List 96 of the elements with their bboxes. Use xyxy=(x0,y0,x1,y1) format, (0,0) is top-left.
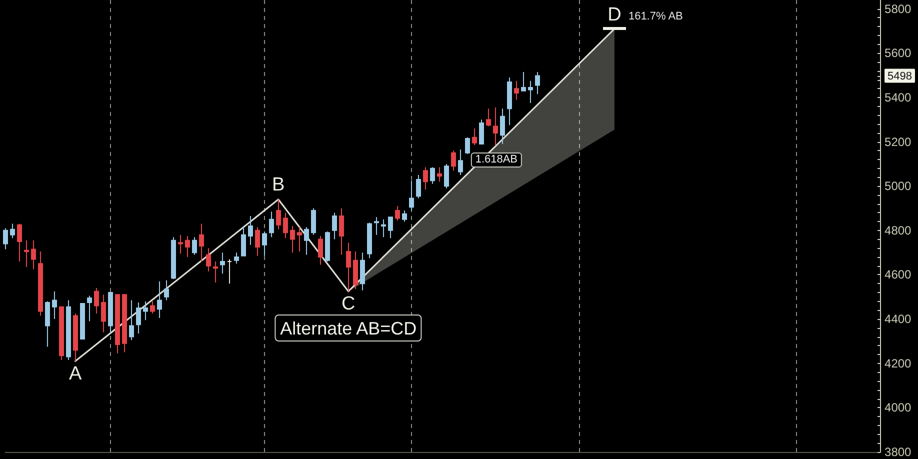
candlestick xyxy=(290,226,295,254)
y-tick-label: 5498 xyxy=(888,70,912,82)
candlestick xyxy=(227,258,232,284)
annotation: A xyxy=(68,364,82,385)
candlestick xyxy=(325,231,330,262)
y-tick-label: 4000 xyxy=(884,400,912,415)
candlestick xyxy=(276,198,281,230)
candlestick xyxy=(458,149,463,176)
candlestick xyxy=(465,136,470,154)
annotation: B xyxy=(272,174,285,196)
candlestick xyxy=(381,218,386,238)
candlestick xyxy=(192,236,197,256)
candlestick xyxy=(31,240,36,270)
candlestick xyxy=(283,212,288,239)
candlestick xyxy=(241,226,246,256)
candlestick xyxy=(402,210,407,222)
candlestick xyxy=(52,290,57,320)
candlestick xyxy=(101,294,106,333)
candlestick xyxy=(115,294,120,354)
candlestick xyxy=(479,119,484,145)
candlestick xyxy=(493,106,498,146)
candlestick xyxy=(10,223,15,239)
candlestick xyxy=(304,226,309,256)
candlestick xyxy=(220,252,225,274)
candlestick xyxy=(269,211,274,238)
y-tick-label: 4600 xyxy=(884,268,912,282)
candlestick xyxy=(535,72,540,95)
y-tick-label: 5400 xyxy=(884,90,912,104)
candlestick xyxy=(360,252,365,291)
candlestick xyxy=(213,260,218,283)
candlestick xyxy=(178,234,183,254)
candlestick xyxy=(423,166,428,190)
candlestick xyxy=(255,226,260,256)
candlestick xyxy=(332,212,337,240)
candlestick xyxy=(521,72,526,92)
candlestick xyxy=(409,180,414,211)
candlestick xyxy=(150,300,155,314)
candlestick xyxy=(500,108,505,145)
candlestick xyxy=(122,294,127,353)
candlestick xyxy=(17,223,22,262)
candlestick xyxy=(472,128,477,146)
annotation: Alternate AB=CD xyxy=(275,314,422,342)
candlestick xyxy=(507,77,512,126)
annotation: C xyxy=(342,294,356,315)
candlestick xyxy=(94,288,99,314)
candlestick xyxy=(199,223,204,262)
candlestick xyxy=(388,216,393,239)
candlestick xyxy=(3,228,8,250)
candlestick xyxy=(143,300,148,321)
y-tick-label: 4400 xyxy=(884,312,912,326)
candlestick xyxy=(311,208,316,236)
candlestick xyxy=(318,235,323,266)
candlestick xyxy=(24,240,29,268)
y-tick-label: 4800 xyxy=(884,223,912,238)
y-tick-label: 5800 xyxy=(884,2,912,16)
candlestick xyxy=(339,208,344,256)
candlestick xyxy=(514,80,519,100)
candlestick xyxy=(262,231,267,256)
y-tick-label: 5000 xyxy=(884,179,912,194)
candlestick xyxy=(444,163,449,189)
candlestick xyxy=(374,216,379,236)
candlestick xyxy=(206,248,211,272)
candlestick xyxy=(164,280,169,301)
candlestick xyxy=(108,292,113,334)
y-tick-label: 5200 xyxy=(884,134,912,149)
candlestick xyxy=(234,252,239,264)
candlestick xyxy=(486,108,491,127)
candlestick xyxy=(185,235,190,258)
y-tick-label: 4200 xyxy=(884,356,912,370)
annotation: 161.7% AB xyxy=(628,10,683,22)
candlestick xyxy=(430,166,435,184)
candlestick xyxy=(38,250,43,316)
candlestick xyxy=(248,216,253,246)
candlestick xyxy=(66,300,71,361)
y-tick-label: 5600 xyxy=(884,46,912,60)
candlestick xyxy=(353,250,358,290)
candlestick xyxy=(297,226,302,252)
candlestick xyxy=(451,150,456,172)
candlestick xyxy=(367,222,372,259)
candlestick xyxy=(395,206,400,221)
candlestick xyxy=(136,302,141,334)
candlestick xyxy=(73,313,78,362)
annotation: D xyxy=(608,4,622,26)
candlestick xyxy=(59,306,64,361)
candlestick xyxy=(346,242,351,292)
candlestick xyxy=(129,300,134,341)
y-tick-label: 3800 xyxy=(884,445,912,459)
candlestick xyxy=(45,300,50,348)
candlestick xyxy=(80,303,85,340)
candlestick xyxy=(437,166,442,182)
annotation: 1.618AB xyxy=(471,152,522,168)
candlestick xyxy=(157,280,162,318)
candlestick xyxy=(87,295,92,322)
candlestick xyxy=(416,174,421,199)
candlestick xyxy=(171,236,176,280)
candlestick xyxy=(528,80,533,104)
